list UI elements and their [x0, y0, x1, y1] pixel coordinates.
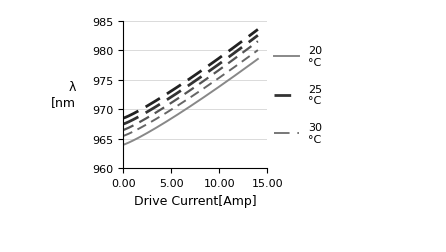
Legend: 20
°C, 25
°C, 30
°C: 20 °C, 25 °C, 30 °C: [274, 46, 322, 144]
X-axis label: Drive Current[Amp]: Drive Current[Amp]: [134, 194, 257, 207]
Y-axis label: λ
[nm: λ [nm: [51, 81, 76, 109]
